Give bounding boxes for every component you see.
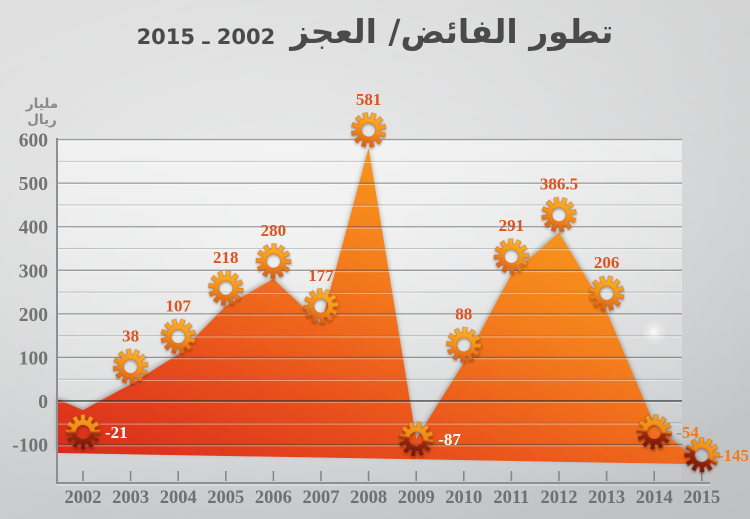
value-label-2012: 386.5 [540, 175, 578, 194]
y-axis-label-100: 100 [19, 348, 48, 369]
year-label-2002: 2002 [65, 488, 102, 508]
year-label-2014: 2014 [636, 488, 673, 508]
value-label-2003: 38 [122, 326, 139, 345]
value-label-2002: -21 [105, 423, 128, 442]
y-axis-label--100: -100 [12, 436, 48, 457]
value-label-2011: 291 [499, 216, 525, 235]
gear-marker-icon-2005 [207, 269, 244, 307]
value-label-2008: 581 [356, 90, 382, 109]
value-label-2009: -87 [438, 430, 461, 449]
year-label-2005: 2005 [207, 488, 244, 508]
glow-highlight [641, 319, 667, 345]
value-label-2014: -54 [676, 423, 699, 442]
y-axis-label-600: 600 [19, 131, 48, 152]
surplus-deficit-area [57, 147, 702, 465]
year-label-2009: 2009 [398, 488, 435, 508]
value-label-2006: 280 [261, 221, 287, 240]
year-label-2015: 2015 [683, 488, 720, 508]
y-axis-unit-label: مليار ريال [25, 96, 59, 128]
title-text: تطور الفائض/ العجز [290, 12, 614, 51]
year-label-2003: 2003 [112, 488, 149, 508]
gear-marker-icon-2009 [398, 420, 435, 457]
year-label-2008: 2008 [350, 488, 387, 508]
year-label-2013: 2013 [588, 488, 625, 508]
gear-marker-icon-2008 [350, 111, 387, 148]
gear-marker-icon-2015 [683, 437, 720, 473]
y-axis-label-0: 0 [38, 392, 48, 413]
gear-marker-icon-2013 [588, 275, 625, 312]
gear-marker-icon-2014 [636, 413, 673, 451]
title-year-range: 2015 ـ 2002 [136, 24, 276, 49]
gear-marker-icon-2003 [112, 348, 149, 385]
gear-marker-icon-2007 [302, 287, 340, 324]
value-label-2015: -145 [718, 446, 749, 465]
gear-marker-icon-2006 [255, 243, 292, 279]
value-label-2013: 206 [594, 253, 620, 272]
year-label-2007: 2007 [303, 488, 340, 508]
gear-marker-icon-2002 [65, 414, 101, 450]
gear-marker-icon-2010 [445, 326, 482, 363]
year-label-2011: 2011 [493, 488, 529, 508]
value-label-2007: 177 [308, 266, 334, 285]
y-axis-label-300: 300 [19, 261, 48, 282]
year-label-2004: 2004 [160, 488, 197, 508]
gear-marker-icon-2011 [493, 238, 530, 275]
y-axis-label-500: 500 [19, 174, 48, 195]
year-label-2006: 2006 [255, 488, 292, 508]
y-axis-label-400: 400 [19, 218, 48, 239]
gear-marker-icon-2004 [160, 318, 197, 355]
value-label-2010: 88 [455, 305, 472, 324]
y-axis-label-200: 200 [19, 305, 48, 326]
value-label-2004: 107 [165, 296, 191, 315]
gear-marker-icon-2012 [540, 196, 578, 233]
value-label-2005: 218 [213, 248, 239, 267]
year-label-2012: 2012 [541, 488, 578, 508]
chart-title: 2015 ـ 2002 تطور الفائض/ العجز [0, 12, 750, 51]
year-label-2010: 2010 [445, 488, 482, 508]
